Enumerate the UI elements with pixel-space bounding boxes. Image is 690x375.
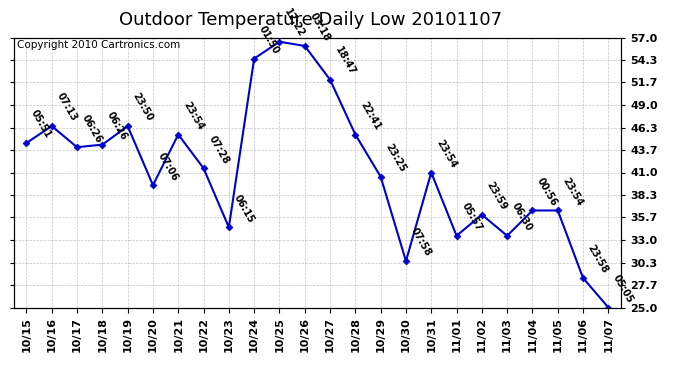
Text: 05:05: 05:05 (611, 273, 635, 305)
Text: 01:50: 01:50 (257, 24, 281, 56)
Text: 23:25: 23:25 (384, 142, 408, 174)
Text: 23:54: 23:54 (560, 176, 584, 208)
Text: Copyright 2010 Cartronics.com: Copyright 2010 Cartronics.com (17, 40, 180, 50)
Text: 06:26: 06:26 (80, 112, 104, 144)
Text: 23:54: 23:54 (181, 100, 205, 132)
Text: 05:51: 05:51 (29, 108, 53, 140)
Text: 23:54: 23:54 (434, 138, 458, 170)
Text: 23:58: 23:58 (586, 243, 610, 275)
Text: 23:50: 23:50 (130, 92, 155, 123)
Text: 12:22: 12:22 (282, 7, 306, 39)
Text: 07:06: 07:06 (156, 150, 180, 182)
Text: 18:47: 18:47 (333, 45, 357, 77)
Text: 07:58: 07:58 (408, 226, 433, 258)
Text: 05:57: 05:57 (460, 201, 484, 233)
Text: 07:28: 07:28 (206, 134, 230, 165)
Text: 06:30: 06:30 (510, 201, 534, 233)
Text: 23:59: 23:59 (484, 180, 509, 212)
Text: 00:56: 00:56 (535, 176, 560, 208)
Text: Outdoor Temperature Daily Low 20101107: Outdoor Temperature Daily Low 20101107 (119, 11, 502, 29)
Text: 06:15: 06:15 (232, 193, 256, 225)
Text: 06:26: 06:26 (105, 110, 129, 142)
Text: 07:13: 07:13 (55, 92, 79, 123)
Text: 22:41: 22:41 (358, 100, 382, 132)
Text: 03:18: 03:18 (308, 11, 332, 43)
